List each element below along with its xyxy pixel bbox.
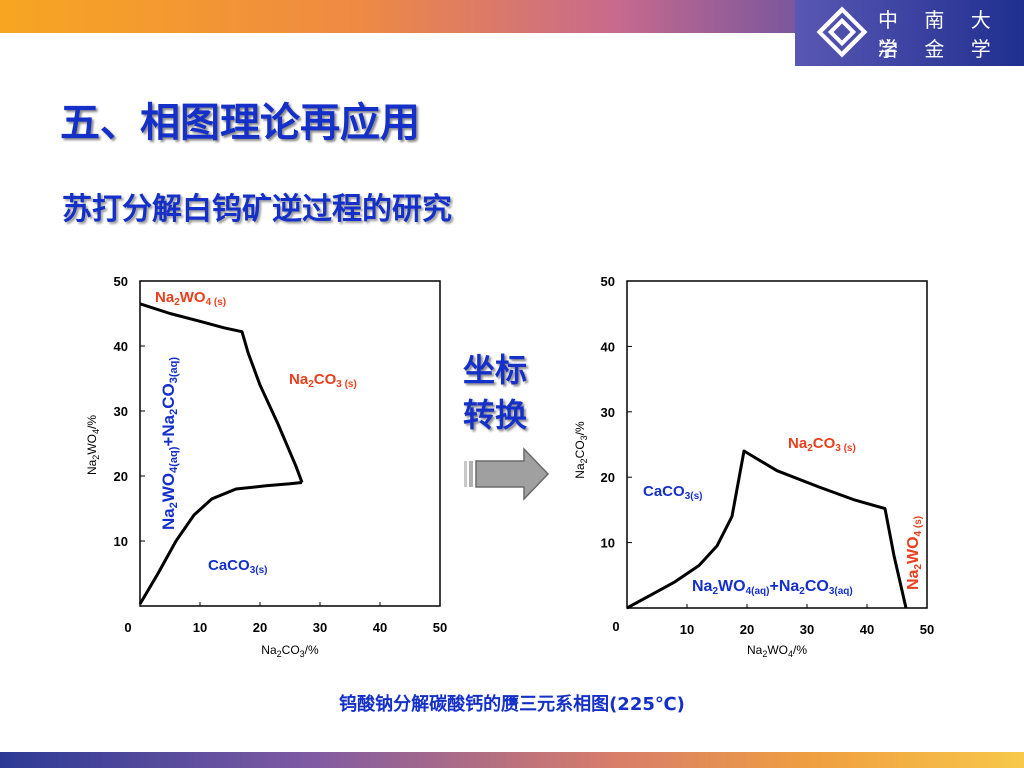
right-origin-label: 0 — [612, 619, 619, 634]
left-label-na2wo4-solid: Na2WO4 (s) — [155, 289, 226, 308]
left-phase-boundary-1 — [139, 302, 304, 484]
right-y-tick-label: 10 — [601, 536, 615, 551]
left-label-na2co3-solid: Na2CO3 (s) — [289, 371, 357, 390]
left-x-tick-label: 30 — [313, 620, 327, 635]
right-axis-ticks: 10 20 30 40 50 10 20 30 40 50 — [601, 274, 935, 637]
left-x-tick-label: 10 — [193, 620, 207, 635]
left-y-axis-title: Na2WO4/% — [85, 415, 101, 475]
left-phase-boundary-2 — [138, 481, 303, 605]
left-plot-frame — [139, 280, 441, 607]
university-logo-icon — [816, 6, 868, 58]
right-x-tick-label: 50 — [920, 622, 934, 637]
left-x-tick-label: 40 — [373, 620, 387, 635]
figure-caption: 钨酸钠分解碳酸钙的赝三元系相图(225℃) — [339, 694, 685, 715]
page-title: 五、相图理论再应用 — [60, 100, 420, 146]
right-phase-diagram: 10 20 30 40 50 10 20 30 40 50 0 Na2WO4/% Na2CO3/%… — [573, 274, 934, 659]
left-x-tick-label: 20 — [253, 620, 267, 635]
right-label-caco3-solid: CaCO3(s) — [643, 483, 702, 502]
right-x-axis-title: Na2WO4/% — [747, 643, 807, 659]
left-phase-diagram: 10 20 30 40 50 10 20 30 40 50 0 Na2CO3/% Na2WO4/%… — [85, 274, 447, 659]
right-plot-frame — [626, 280, 928, 609]
left-origin-label: 0 — [124, 620, 131, 635]
right-y-axis-title: Na2CO3/% — [573, 421, 589, 479]
school-name-line1: 中 南 大 学 — [878, 8, 1001, 61]
right-x-tick-label: 30 — [800, 622, 814, 637]
right-phase-boundary-1 — [626, 449, 908, 610]
right-y-tick-label: 50 — [601, 274, 615, 289]
right-label-na2co3-solid: Na2CO3 (s) — [788, 435, 856, 454]
footer-gradient-bar — [0, 752, 1024, 768]
right-x-tick-label: 10 — [680, 622, 694, 637]
right-phase-curves — [626, 449, 908, 610]
left-phase-curves — [138, 302, 304, 605]
left-axis-ticks: 10 20 30 40 50 10 20 30 40 50 — [114, 274, 448, 635]
right-label-aqueous-region: Na2WO4(aq)+Na2CO3(aq) — [692, 578, 853, 597]
left-y-tick-label: 30 — [114, 404, 128, 419]
section-subtitle: 苏打分解白钨矿逆过程的研究 — [62, 192, 452, 227]
right-y-tick-label: 40 — [601, 339, 615, 354]
right-y-tick-label: 20 — [601, 470, 615, 485]
left-y-tick-label: 50 — [114, 274, 128, 289]
right-x-tick-label: 40 — [860, 622, 874, 637]
left-x-tick-label: 50 — [433, 620, 447, 635]
coordinate-transform-label-line1: 坐标 — [463, 351, 528, 389]
left-label-caco3-solid: CaCO3(s) — [208, 557, 267, 576]
school-name-line2: 冶 金 学 院 — [878, 37, 1001, 90]
left-y-tick-label: 20 — [114, 469, 128, 484]
right-y-tick-label: 30 — [601, 405, 615, 420]
left-label-aqueous-region: Na2WO4(aq)+Na2CO3(aq) — [159, 357, 180, 530]
right-x-tick-label: 20 — [740, 622, 754, 637]
coordinate-transform-label-line2: 转换 — [463, 396, 528, 434]
left-y-tick-label: 10 — [114, 534, 128, 549]
left-x-axis-title: Na2CO3/% — [261, 643, 319, 659]
left-y-tick-label: 40 — [114, 339, 128, 354]
right-arrow-icon — [464, 447, 550, 501]
right-label-na2wo4-solid: Na2WO4 (s) — [905, 516, 924, 590]
